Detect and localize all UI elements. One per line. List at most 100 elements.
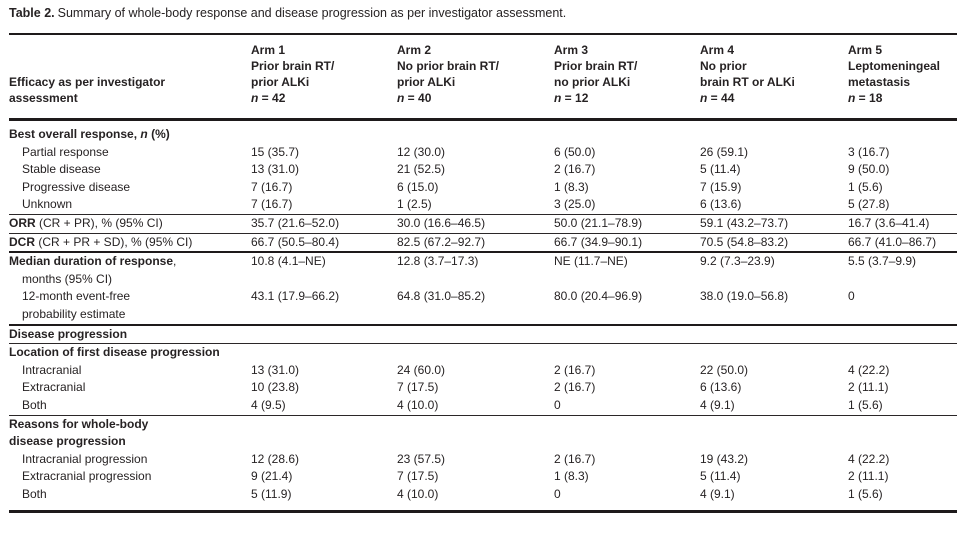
cell-location-both-arm-3: 0: [554, 396, 700, 416]
cell-stable-disease-arm-4: 5 (11.4): [700, 162, 741, 177]
cell-location-both-arm-5: 1 (5.6): [848, 396, 957, 416]
row-label-reason-extracranial-progression: Extracranial progression: [22, 469, 152, 484]
cell-location-extracranial-arm-3: 2 (16.7): [554, 380, 596, 395]
table-body: Best overall response, n (%) Partial resp…: [9, 120, 957, 514]
cell-event-free-probability-arm-5: 0: [848, 288, 957, 326]
n-symbol: n: [554, 91, 562, 105]
cell-location-intracranial-arm-2: 24 (60.0): [397, 362, 446, 377]
cell-progressive-disease-arm-3: 1 (8.3): [554, 179, 589, 194]
cell-reason-intracranial-progression-arm-2: 23 (57.5): [397, 451, 446, 466]
cell-unknown-arm-2: 1 (2.5): [397, 196, 554, 215]
table-row-location-of-first-progression: Location of first disease progression: [9, 344, 957, 362]
table-figure: Table 2. Summary of whole-body response a…: [9, 5, 957, 514]
cell-progressive-disease-arm-5: 1 (5.6): [848, 179, 883, 194]
row-label-dcr: DCR (CR + PR + SD), % (95% CI): [9, 233, 251, 254]
cell-location-extracranial-arm-1: 10 (23.8): [251, 380, 300, 395]
table-row-event-free-probability: 12-month event-free probability estimate 4…: [9, 288, 957, 326]
cell-median-duration-of-response-arm-3: NE (11.7–NE): [554, 254, 628, 269]
n-symbol: n: [848, 91, 856, 105]
n-symbol: n: [397, 91, 405, 105]
row-label-reason-both: Both: [22, 486, 47, 501]
table-row-location-extracranial: Extracranial 10 (23.8) 7 (17.5) 2 (16.7) 6 (…: [9, 379, 957, 397]
row-label-location-of-first-progression: Location of first disease progression: [9, 345, 220, 360]
row-label-location-both: Both: [9, 396, 251, 416]
cell-median-duration-of-response-arm-5: 5.5 (3.7–9.9): [848, 254, 917, 269]
cell-stable-disease-arm-2: 21 (52.5): [397, 162, 446, 177]
cell-progressive-disease-arm-2: 6 (15.0): [397, 179, 439, 194]
row-label-partial-response: Partial response: [22, 144, 109, 159]
cell-reason-both-arm-5: 1 (5.6): [848, 486, 883, 501]
stub-header: Efficacy as per investigator assessment: [9, 75, 166, 105]
cell-partial-response-arm-5: 3 (16.7): [848, 144, 890, 159]
cell-unknown-arm-5: 5 (27.8): [848, 196, 957, 215]
row-label-median-duration-of-response: Median duration of response, months (95% …: [9, 254, 177, 286]
cell-reason-extracranial-progression-arm-4: 5 (11.4): [700, 469, 741, 484]
cell-stable-disease-arm-5: 9 (50.0): [848, 162, 890, 177]
cell-event-free-probability-arm-3: 80.0 (20.4–96.9): [554, 288, 700, 326]
cell-reason-both-arm-1: 5 (11.9): [251, 486, 292, 501]
cell-orr-arm-2: 30.0 (16.6–46.5): [397, 214, 554, 234]
cell-location-extracranial-arm-5: 2 (11.1): [848, 380, 889, 395]
row-label-reason-intracranial-progression: Intracranial progression: [22, 451, 148, 466]
table-row-stable-disease: Stable disease 13 (31.0) 21 (52.5) 2 (16.7)…: [9, 161, 957, 179]
table-row-best-overall-response: Best overall response, n (%): [9, 120, 957, 144]
table-caption: Table 2. Summary of whole-body response a…: [9, 5, 956, 21]
table-row-partial-response: Partial response 15 (35.7) 12 (30.0) 6 (50.…: [9, 144, 957, 162]
cell-partial-response-arm-3: 6 (50.0): [554, 144, 596, 159]
table-row-location-both: Both 4 (9.5) 4 (10.0) 0 4 (9.1) 1 (5.6): [9, 396, 957, 416]
col-header-arm-2: Arm 2 No prior brain RT/prior ALKi n = 40: [397, 43, 499, 105]
col-header-arm-1: Arm 1 Prior brain RT/prior ALKi n = 42: [251, 43, 335, 105]
cell-location-intracranial-arm-4: 22 (50.0): [700, 362, 749, 377]
table-row-reason-extracranial-progression: Extracranial progression 9 (21.4) 7 (17.5)…: [9, 468, 957, 486]
cell-partial-response-arm-1: 15 (35.7): [251, 144, 300, 159]
bottom-rule: [9, 503, 957, 514]
row-label-location-extracranial: Extracranial: [22, 380, 86, 395]
table-row-orr: ORR (CR + PR), % (95% CI) 35.7 (21.6–52.0…: [9, 214, 957, 234]
cell-orr-arm-5: 16.7 (3.6–41.4): [848, 214, 957, 234]
cell-dcr-arm-5: 66.7 (41.0–86.7): [848, 233, 957, 254]
cell-progressive-disease-arm-1: 7 (16.7): [251, 179, 293, 194]
n-symbol: n: [251, 91, 259, 105]
table-row-dcr: DCR (CR + PR + SD), % (95% CI) 66.7 (50.5…: [9, 233, 957, 254]
row-label-disease-progression-section: Disease progression: [9, 324, 957, 345]
cell-location-both-arm-4: 4 (9.1): [700, 396, 848, 416]
summary-table: Efficacy as per investigator assessment Ar…: [9, 33, 957, 514]
cell-reason-intracranial-progression-arm-5: 4 (22.2): [848, 451, 890, 466]
cell-reason-extracranial-progression-arm-1: 9 (21.4): [251, 469, 293, 484]
header-row: Efficacy as per investigator assessment Ar…: [9, 34, 957, 120]
cell-reason-intracranial-progression-arm-4: 19 (43.2): [700, 451, 749, 466]
cell-location-intracranial-arm-5: 4 (22.2): [848, 362, 890, 377]
cell-progressive-disease-arm-4: 7 (15.9): [700, 179, 742, 194]
cell-partial-response-arm-4: 26 (59.1): [700, 144, 749, 159]
row-label-stable-disease: Stable disease: [22, 162, 101, 177]
cell-reason-both-arm-2: 4 (10.0): [397, 486, 439, 501]
table-caption-text: Summary of whole-body response and disea…: [57, 6, 567, 20]
table-row-reason-intracranial-progression: Intracranial progression 12 (28.6) 23 (57.…: [9, 451, 957, 469]
cell-unknown-arm-1: 7 (16.7): [251, 196, 397, 215]
cell-location-extracranial-arm-4: 6 (13.6): [700, 380, 742, 395]
cell-location-intracranial-arm-1: 13 (31.0): [251, 362, 300, 377]
cell-dcr-arm-3: 66.7 (34.9–90.1): [554, 233, 700, 254]
table-head: Efficacy as per investigator assessment Ar…: [9, 34, 957, 120]
table-row-disease-progression-section: Disease progression: [9, 324, 957, 345]
row-label-event-free-probability: 12-month event-free probability estimate: [9, 288, 251, 326]
row-label-progressive-disease: Progressive disease: [22, 179, 131, 194]
cell-dcr-arm-4: 70.5 (54.8–83.2): [700, 233, 848, 254]
n-symbol: n: [700, 91, 708, 105]
cell-orr-arm-4: 59.1 (43.2–73.7): [700, 214, 848, 234]
row-label-unknown: Unknown: [9, 196, 251, 215]
table-row-progressive-disease: Progressive disease 7 (16.7) 6 (15.0) 1 (8.…: [9, 179, 957, 197]
table-row-reasons-whole-body: Reasons for whole-body disease progressio…: [9, 415, 957, 451]
cell-reason-intracranial-progression-arm-1: 12 (28.6): [251, 451, 300, 466]
cell-event-free-probability-arm-2: 64.8 (31.0–85.2): [397, 288, 554, 326]
cell-location-intracranial-arm-3: 2 (16.7): [554, 362, 596, 377]
cell-location-both-arm-1: 4 (9.5): [251, 396, 397, 416]
cell-orr-arm-3: 50.0 (21.1–78.9): [554, 214, 700, 234]
row-label-location-intracranial: Intracranial: [22, 362, 82, 377]
cell-location-extracranial-arm-2: 7 (17.5): [397, 380, 439, 395]
cell-partial-response-arm-2: 12 (30.0): [397, 144, 446, 159]
cell-dcr-arm-1: 66.7 (50.5–80.4): [251, 233, 397, 254]
col-header-arm-3: Arm 3 Prior brain RT/no prior ALKi n = 12: [554, 43, 638, 105]
bottom-rule-spacer: [9, 503, 957, 514]
cell-median-duration-of-response-arm-2: 12.8 (3.7–17.3): [397, 254, 479, 269]
